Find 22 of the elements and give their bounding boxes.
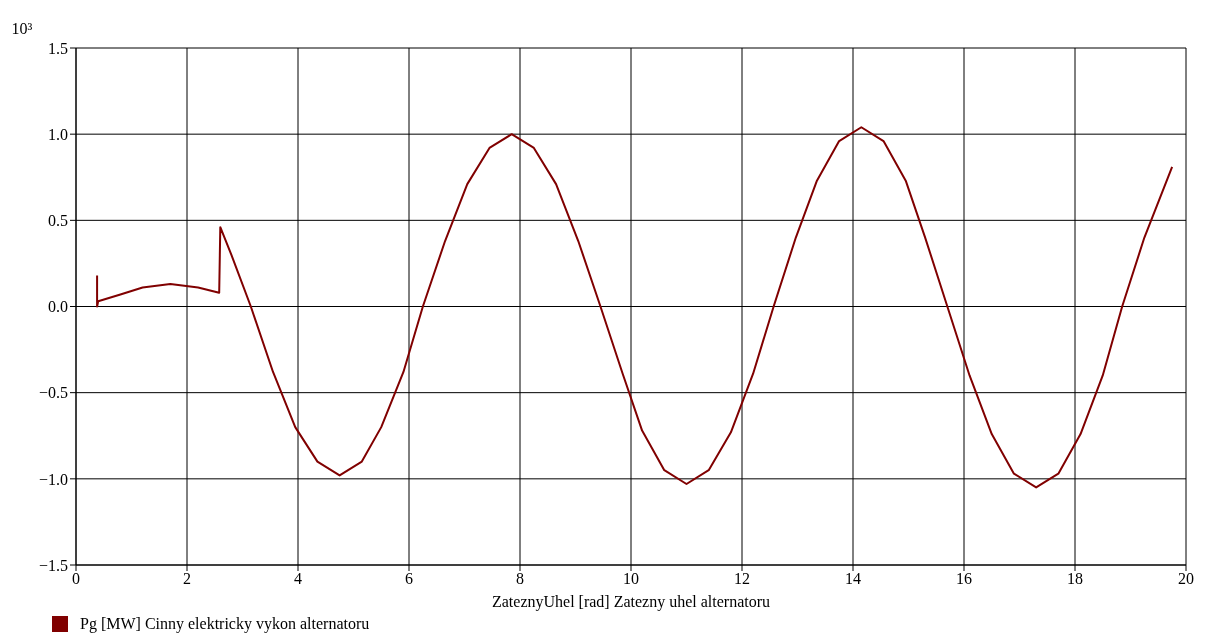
x-tick-label: 8 (516, 570, 524, 588)
y-tick-label: 0.0 (48, 298, 68, 316)
x-axis-title: ZateznyUhel [rad] Zatezny uhel alternatoru (491, 593, 771, 611)
x-tick-label: 12 (734, 570, 750, 588)
x-tick-label: 2 (183, 570, 191, 588)
x-tick-label: 0 (72, 570, 80, 588)
x-tick-label: 16 (956, 570, 972, 588)
x-tick-label: 4 (294, 570, 302, 588)
y-tick-label: 0.5 (48, 212, 68, 230)
legend-label: Pg [MW] Cinny elektricky vykon alternatoru (79, 615, 371, 633)
y-axis-title: 10³ (11, 20, 33, 37)
x-tick-label: 14 (845, 570, 861, 588)
x-tick-label: 10 (623, 570, 639, 588)
y-tick-label: −1.5 (38, 556, 68, 574)
y-tick-label: 1.0 (48, 125, 68, 143)
x-tick-label: 18 (1067, 570, 1083, 588)
y-tick-label: −1.0 (38, 470, 68, 488)
y-tick-label: −0.5 (38, 384, 68, 402)
y-tick-label: 1.5 (48, 39, 68, 57)
line-series (96, 126, 1174, 489)
x-tick-label: 20 (1178, 570, 1194, 588)
x-tick-label: 6 (405, 570, 413, 588)
